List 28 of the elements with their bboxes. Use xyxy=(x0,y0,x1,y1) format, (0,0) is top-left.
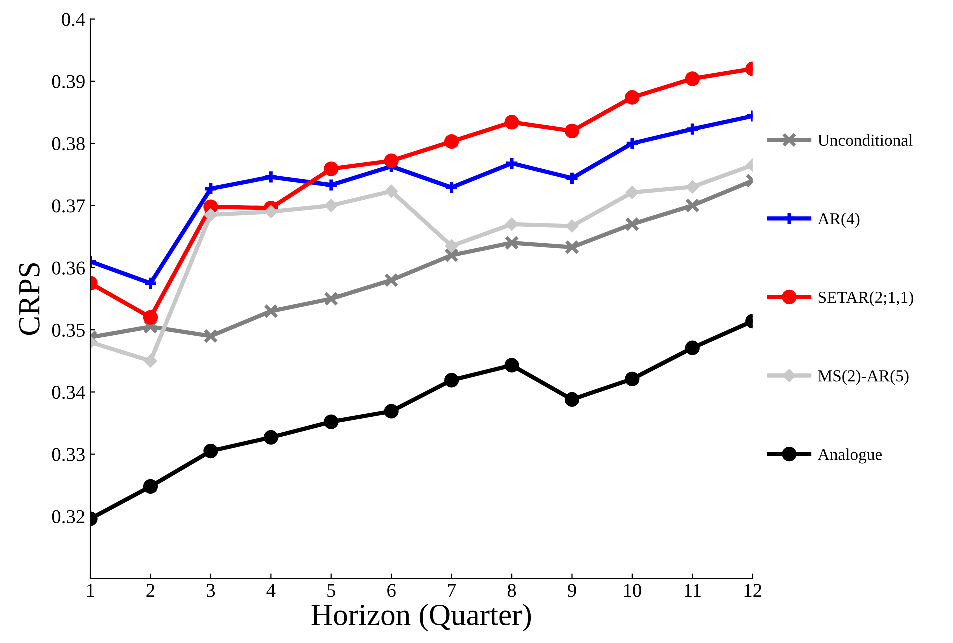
x-tick-label: 3 xyxy=(207,584,216,598)
x-tick-label: 5 xyxy=(328,584,336,598)
x-tick-label: 6 xyxy=(388,584,396,598)
legend-label: Unconditional xyxy=(818,134,913,146)
legend-label: Analogue xyxy=(818,448,882,464)
legend-label: MS(2)-AR(5) xyxy=(818,370,909,386)
y-tick-label: 0.34 xyxy=(52,386,86,400)
x-tick-label: 7 xyxy=(448,584,456,598)
x-tick-label: 1 xyxy=(87,584,94,598)
y-tick-label: 0.33 xyxy=(52,448,85,462)
y-tick-label: 0.36 xyxy=(52,262,86,275)
y-tick-label: 0.4 xyxy=(62,13,86,26)
x-tick-label: 11 xyxy=(685,584,701,598)
x-tick-label: 8 xyxy=(508,584,516,598)
y-tick-label: 0.39 xyxy=(52,75,85,88)
x-tick-label: 9 xyxy=(568,584,576,598)
x-tick-label: 12 xyxy=(744,584,762,598)
legend-label: AR(4) xyxy=(818,212,860,228)
x-axis-title: Horizon (Quarter) xyxy=(312,604,532,632)
y-tick-label: 0.35 xyxy=(52,324,85,338)
legend-label: SETAR(2;1,1) xyxy=(818,291,914,307)
y-tick-label: 0.37 xyxy=(52,200,86,213)
x-tick-label: 4 xyxy=(266,584,276,598)
y-axis-title: CRPS xyxy=(19,264,40,336)
y-tick-label: 0.32 xyxy=(52,510,85,524)
y-tick-label: 0.38 xyxy=(52,137,85,151)
x-tick-label: 2 xyxy=(146,584,155,598)
x-tick-label: 10 xyxy=(624,584,642,598)
